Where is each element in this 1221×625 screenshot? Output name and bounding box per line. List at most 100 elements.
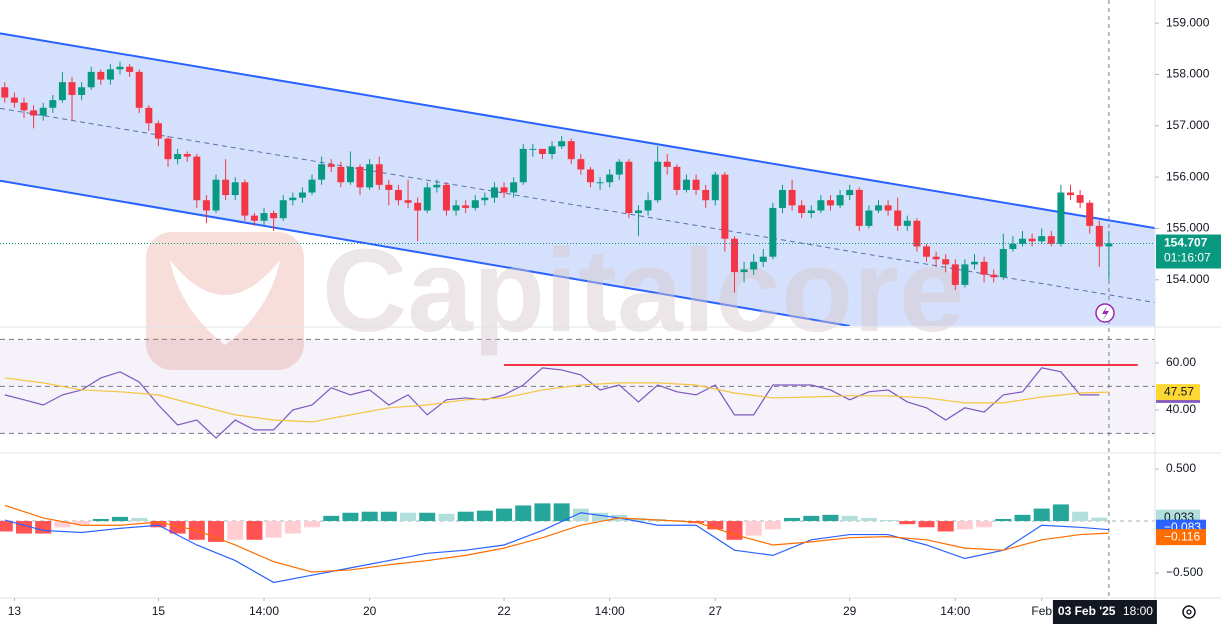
candle-body [615,161,623,175]
candle-body [298,192,306,198]
candle-body [942,259,950,265]
candle-body [222,179,230,196]
candle-body [586,169,594,183]
x-tick-label: Feb [1031,604,1052,618]
alert-icon[interactable] [1095,303,1115,323]
candle-body [865,210,873,226]
candle-body [596,182,604,184]
histogram-bar [764,521,781,530]
candle-body [183,154,191,157]
histogram-bar [496,508,513,522]
x-tick-label: 20 [363,604,377,618]
candle-body [990,274,998,278]
candle-body [654,161,662,201]
candle-body [778,189,786,208]
channel [0,32,1155,326]
candle-body [884,205,892,211]
candle-body [423,187,431,211]
candle-body [1019,238,1027,244]
histogram-bar [169,521,186,534]
candle-body [30,110,38,116]
histogram-bar [35,521,52,534]
x-tick-label: 13 [8,604,22,618]
candle-body [10,97,18,103]
histogram-bar [361,511,378,522]
candle-body [308,179,316,193]
histogram-bar [784,517,801,522]
histogram-bar [1072,511,1089,522]
candle-body [366,164,374,188]
histogram-bar [400,512,417,522]
x-tick-label: 14:00 [249,604,279,618]
histogram-bar [476,510,493,522]
histogram-bar [726,521,743,540]
histogram-bar [342,512,359,522]
candle-body [385,184,393,190]
candle-body [433,184,441,188]
y-tick-label: 159.000 [1166,15,1210,29]
candle-body [1028,238,1036,242]
candle-body [202,200,210,211]
histogram-bar [822,514,839,522]
candle-body [87,71,95,88]
candle-body [980,261,988,275]
candle-body [807,210,815,214]
candle-body [471,200,479,208]
candle-body [1067,192,1075,196]
candle-body [961,264,969,285]
x-tick-label: 15 [152,604,166,618]
candle-body [606,174,614,183]
candle-body [788,189,796,206]
channel-fill [0,33,1155,326]
y-tick-label: 156.000 [1166,169,1210,183]
candle-body [270,213,278,219]
candle-body [126,66,134,72]
candle-body [289,197,297,201]
last-value-label: −0.116 [1164,529,1200,543]
axis-layer: 154.000 155.000 156.000 157.000 158.000 159.0… [8,15,1221,624]
candle-body [145,107,153,124]
candle-body [567,141,575,160]
x-tick-label: 22 [497,604,511,618]
histogram-bar [323,515,340,522]
rsi-line [4,377,1109,423]
histogram-bar [995,518,1012,522]
candle-body [327,164,335,167]
histogram-bar [534,503,551,522]
last-value-label: 47.57 [1164,384,1194,398]
candle-body [39,107,47,116]
y-tick-label: −0.500 [1166,565,1203,579]
candle-body [634,210,642,214]
histogram-bar [1033,508,1050,522]
histogram-bar [956,521,973,530]
candle-body [318,164,326,180]
candle-body [404,200,412,203]
histogram-bar [438,513,455,522]
histogram-bar [227,521,244,540]
candle-body [692,179,700,190]
x-tick-label: 14:00 [595,604,625,618]
histogram-bar [246,521,263,540]
histogram-bar [937,521,954,532]
histogram-bar [918,521,935,528]
watermark-logo [146,232,304,370]
histogram-bar [553,503,570,522]
candle-body [164,138,172,160]
histogram-bar [880,520,897,522]
histogram-bar [54,521,71,528]
candle-body [346,166,354,183]
candle-body [1095,225,1103,247]
settings-icon[interactable] [1182,605,1196,619]
candle-body [279,200,287,219]
candle-body [78,87,86,95]
histogram-bar [150,521,167,528]
candle-body [730,238,738,273]
candle-body [682,179,690,190]
candle-body [644,200,652,211]
histogram-bar [304,521,321,528]
candle-body [1086,202,1094,226]
candle-body [711,174,719,201]
candle-body [462,205,470,208]
candle-body [1,87,9,98]
